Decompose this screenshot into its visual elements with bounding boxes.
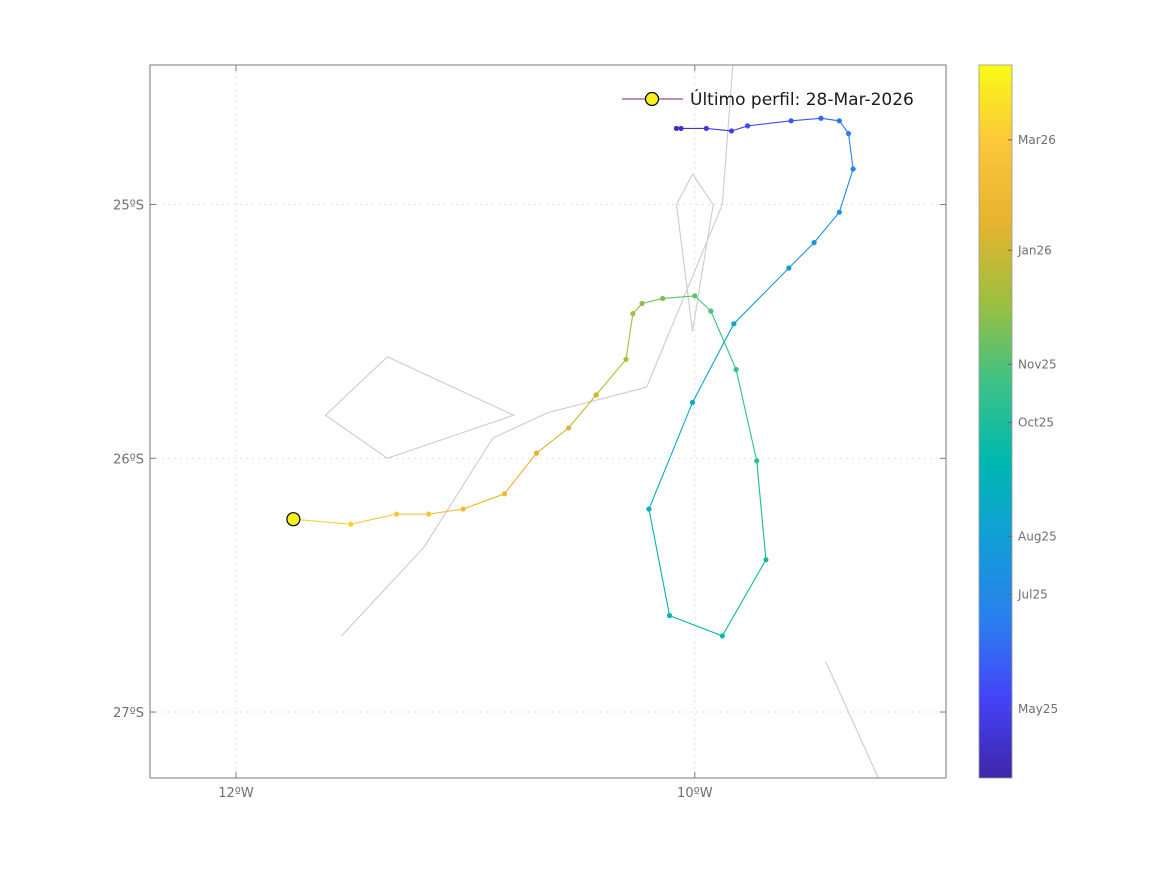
- trajectory-segment: [692, 323, 735, 403]
- trajectory-segment: [710, 310, 737, 370]
- profile-point: [744, 123, 751, 129]
- profile-point: [692, 293, 698, 299]
- trajectory-segment: [625, 313, 634, 360]
- last-profile-marker: [286, 512, 301, 527]
- profile-point: [393, 511, 400, 517]
- legend-marker: [644, 91, 660, 107]
- colorbar-tick-label: Mar26: [1018, 133, 1056, 147]
- trajectory-segment: [694, 295, 712, 312]
- y-tick-label: 25ºS: [113, 199, 144, 214]
- colorbar: May25 Jul25 Aug25 Oct25 Nov25 Jan26 Mar26: [978, 64, 1058, 779]
- profile-point: [845, 130, 852, 137]
- trajectory-segment: [641, 297, 663, 305]
- colorbar-tick-label: Nov25: [1018, 357, 1057, 371]
- profile-point: [850, 166, 856, 172]
- trajectory-segment: [735, 369, 758, 461]
- trajectory-segment: [838, 168, 854, 213]
- colorbar-tick-label: Jul25: [1017, 588, 1048, 602]
- trajectory-segment: [536, 427, 569, 454]
- trajectory-segment: [669, 615, 723, 637]
- trajectory-segment: [568, 394, 597, 429]
- trajectory-segment: [813, 211, 840, 243]
- profile-point: [719, 633, 725, 639]
- colorbar-gradient: [979, 65, 1012, 778]
- trajectory: [290, 115, 856, 639]
- profile-point: [811, 240, 817, 246]
- colorbar-tick-label: Jan26: [1017, 243, 1052, 257]
- profile-point: [733, 366, 739, 373]
- profile-point: [666, 613, 673, 619]
- trajectory-segment: [293, 518, 351, 525]
- legend-label: Último perfil: 28-Mar-2026: [690, 88, 914, 110]
- colorbar-frame: [978, 64, 1013, 779]
- profile-point: [763, 557, 769, 563]
- profile-point: [708, 308, 714, 314]
- profile-point: [660, 295, 666, 302]
- profile-point: [630, 311, 636, 317]
- background-contour: [675, 173, 714, 332]
- trajectory-segment: [706, 127, 732, 132]
- profile-point: [639, 300, 645, 307]
- y-tick-label: 26ºS: [113, 452, 144, 467]
- trajectory-segment: [350, 513, 397, 525]
- profile-point: [673, 125, 680, 132]
- trajectory-segment: [733, 267, 790, 325]
- profile-point: [786, 265, 792, 271]
- trajectory-segment: [788, 242, 815, 269]
- background-contour: [324, 356, 516, 459]
- trajectory-segment: [847, 133, 854, 170]
- profile-point: [836, 118, 842, 124]
- profile-point: [623, 356, 629, 362]
- background-contours: [324, 65, 879, 778]
- profile-point: [728, 128, 735, 134]
- trajectory-segment: [428, 508, 464, 515]
- x-tick-label: 10ºW: [677, 786, 713, 801]
- y-tick-label: 27ºS: [113, 706, 144, 721]
- trajectory-segment: [662, 295, 695, 299]
- trajectory-segment: [756, 460, 767, 560]
- profile-point: [593, 392, 599, 398]
- trajectory-segment: [838, 120, 849, 134]
- colorbar-tick-label: Aug25: [1018, 530, 1057, 544]
- profile-point: [646, 506, 652, 512]
- trajectory-segment: [648, 508, 671, 616]
- profile-point: [731, 321, 737, 327]
- profile-point: [788, 118, 794, 124]
- trajectory-segment: [791, 117, 822, 122]
- trajectory-segment: [747, 120, 792, 127]
- trajectory-segment: [820, 117, 840, 122]
- profile-point: [703, 125, 709, 132]
- background-contour: [825, 661, 879, 778]
- profile-point: [689, 399, 696, 406]
- legend: Último perfil: 28-Mar-2026: [622, 88, 914, 110]
- profile-point: [460, 506, 466, 512]
- profile-point: [348, 521, 354, 527]
- profile-point: [533, 450, 540, 456]
- axes-frame: [149, 64, 947, 779]
- profile-point: [566, 425, 572, 431]
- background-contour: [341, 65, 734, 637]
- profile-point: [836, 209, 842, 215]
- colorbar-tick-label: Oct25: [1018, 415, 1054, 429]
- trajectory-segment: [462, 493, 505, 510]
- trajectory-segment: [595, 358, 627, 396]
- trajectory-segment: [721, 559, 767, 637]
- profile-point: [678, 125, 684, 132]
- profile-point: [426, 511, 432, 517]
- colorbar-tick-label: May25: [1018, 702, 1058, 716]
- plot-area: 12ºW 10ºW 25ºS 26ºS 27ºS: [113, 64, 947, 801]
- profile-point: [818, 115, 824, 121]
- trajectory-segment: [503, 452, 537, 495]
- trajectory-segment: [648, 402, 694, 510]
- profile-point: [501, 491, 508, 497]
- x-tick-label: 12ºW: [218, 786, 254, 801]
- trajectory-segment: [731, 125, 748, 132]
- profile-point: [754, 458, 760, 464]
